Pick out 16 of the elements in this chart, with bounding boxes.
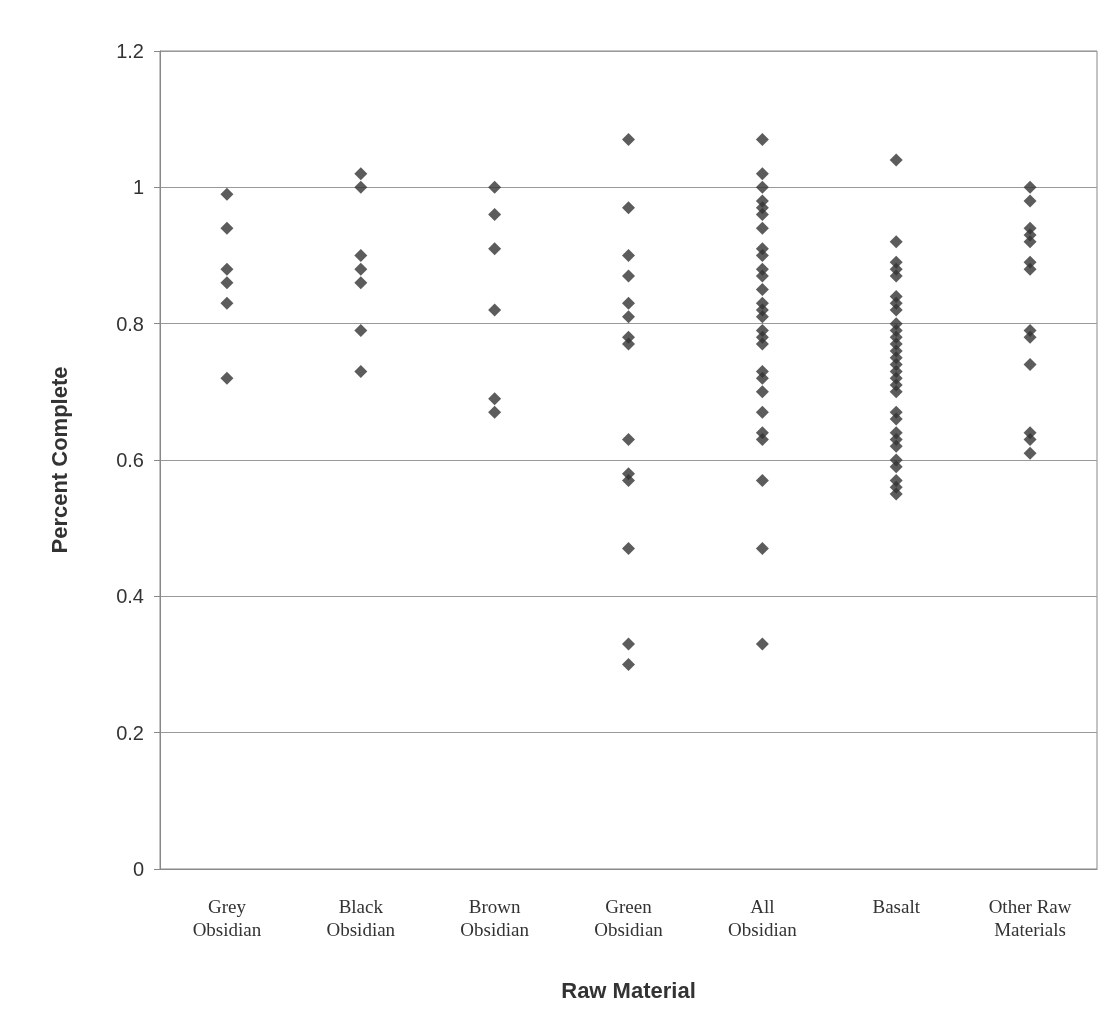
y-tick-label: 0.8 [116, 312, 144, 335]
x-tick-label: Basalt [872, 896, 921, 917]
y-tick-label: 1 [132, 176, 144, 199]
y-tick-label: 0.4 [116, 585, 144, 608]
x-axis-title: Raw Material [561, 977, 696, 1003]
y-axis-title: Percent Complete [46, 366, 72, 554]
x-tick-label: Black Obsidian [326, 896, 396, 940]
y-tick-label: 0.6 [116, 449, 144, 471]
y-tick-label: 1.2 [116, 40, 144, 62]
x-tick-label: Other Raw Materials [988, 896, 1072, 940]
y-tick-label: 0 [132, 858, 144, 880]
x-tick-label: Grey Obsidian [192, 896, 262, 940]
x-tick-label: All Obsidian [728, 896, 798, 940]
x-tick-label: Brown Obsidian [460, 896, 530, 940]
x-tick-label: Green Obsidian [594, 896, 664, 940]
y-tick-label: 0.2 [116, 721, 144, 744]
